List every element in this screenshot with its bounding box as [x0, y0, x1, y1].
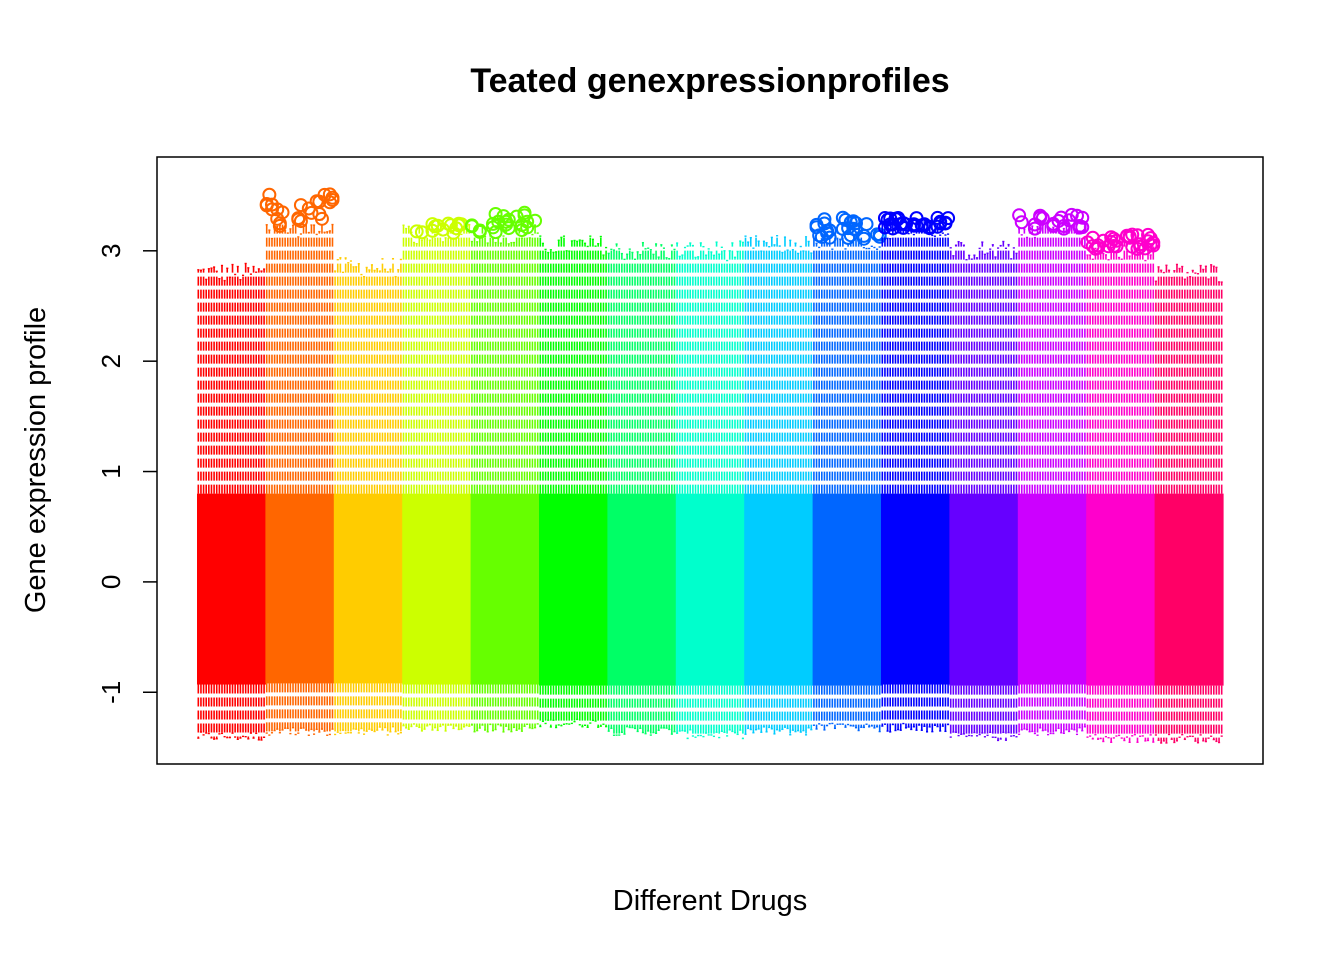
x-axis-label: Different Drugs: [613, 885, 808, 917]
y-axis: -1 0 1 2 3: [96, 244, 157, 704]
box-body: [881, 493, 950, 685]
box-body: [1017, 493, 1087, 685]
box-body: [675, 493, 745, 686]
y-tick-label: 1: [96, 464, 126, 478]
outlier-point: [1106, 231, 1121, 246]
outlier-point: [941, 211, 956, 226]
y-tick-label: 0: [96, 575, 126, 589]
outlier-point: [272, 218, 287, 233]
outlier-point: [1014, 215, 1029, 230]
box-body: [744, 493, 814, 686]
outlier-point: [488, 207, 503, 222]
outlier-point: [501, 212, 516, 227]
outlier-point: [1075, 210, 1090, 225]
outlier-point: [909, 218, 924, 233]
y-tick-label: 3: [96, 244, 126, 258]
outlier-point: [856, 231, 871, 246]
outlier-point: [501, 221, 516, 236]
outlier-point: [859, 217, 874, 232]
drug-group: [197, 262, 266, 741]
outlier-point: [262, 187, 277, 202]
y-tick-label: -1: [96, 681, 126, 704]
outlier-point: [409, 224, 424, 239]
outlier-point: [1146, 238, 1161, 253]
drug-group: [402, 216, 472, 732]
box-body: [1086, 493, 1156, 686]
drug-group: [809, 210, 887, 733]
drug-group: [1012, 207, 1090, 736]
drug-group: [333, 257, 403, 736]
box-body: [333, 493, 403, 684]
box-body: [1154, 493, 1224, 686]
drug-group: [539, 235, 608, 729]
box-body: [197, 493, 266, 685]
drug-group: [464, 205, 543, 733]
outlier-point: [1122, 230, 1137, 245]
y-tick-label: 2: [96, 354, 126, 368]
outlier-point: [849, 216, 864, 231]
box-body: [470, 493, 540, 685]
outlier-point: [314, 211, 329, 226]
y-axis-label: Gene expression profile: [20, 307, 52, 613]
box-body: [949, 493, 1019, 686]
drug-group: [877, 210, 956, 733]
plot-marks: [197, 187, 1224, 744]
outlier-point: [822, 223, 837, 238]
drug-group: [1080, 227, 1161, 744]
box-body: [402, 493, 472, 685]
outlier-point: [1109, 239, 1124, 254]
drug-group: [675, 240, 745, 740]
outlier-point: [275, 205, 290, 220]
drug-group: [259, 187, 340, 736]
box-body: [812, 493, 882, 686]
outlier-point: [1035, 211, 1050, 226]
outlier-point: [293, 198, 308, 213]
plot-frame: [156, 156, 1264, 765]
box-body: [539, 493, 608, 686]
outlier-point: [898, 217, 913, 232]
outlier-point: [325, 193, 340, 208]
drug-group: [607, 241, 677, 736]
outlier-point: [293, 214, 308, 229]
outlier-point: [454, 217, 469, 232]
outlier-point: [528, 213, 543, 228]
box-body: [607, 493, 677, 686]
outlier-point: [1012, 208, 1027, 223]
outlier-point: [472, 224, 487, 239]
drug-group: [949, 240, 1019, 742]
outlier-point: [846, 214, 861, 229]
drug-group: [744, 235, 814, 736]
box-body: [265, 493, 335, 684]
outlier-point: [1075, 220, 1090, 235]
outlier-point: [304, 205, 319, 220]
chart-title: Teated genexpressionprofiles: [470, 62, 949, 100]
outlier-point: [520, 214, 535, 229]
drug-group: [1154, 263, 1224, 744]
